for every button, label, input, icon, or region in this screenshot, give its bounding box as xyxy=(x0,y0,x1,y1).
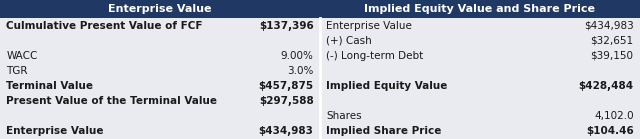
Text: 4,102.0: 4,102.0 xyxy=(594,111,634,121)
Text: Enterprise Value: Enterprise Value xyxy=(108,4,212,14)
Text: Shares: Shares xyxy=(326,111,362,121)
Text: Implied Equity Value and Share Price: Implied Equity Value and Share Price xyxy=(365,4,595,14)
Text: $32,651: $32,651 xyxy=(591,36,634,46)
FancyBboxPatch shape xyxy=(320,0,640,18)
Text: $297,588: $297,588 xyxy=(259,96,314,106)
Text: $457,875: $457,875 xyxy=(259,81,314,91)
Text: Enterprise Value: Enterprise Value xyxy=(326,21,412,31)
Text: 9.00%: 9.00% xyxy=(281,51,314,61)
Text: (+) Cash: (+) Cash xyxy=(326,36,372,46)
Text: TGR: TGR xyxy=(6,66,28,76)
Text: $434,983: $434,983 xyxy=(259,126,314,136)
Text: $39,150: $39,150 xyxy=(591,51,634,61)
Text: $104.46: $104.46 xyxy=(586,126,634,136)
Text: (-) Long-term Debt: (-) Long-term Debt xyxy=(326,51,424,61)
Text: Terminal Value: Terminal Value xyxy=(6,81,93,91)
Text: Enterprise Value: Enterprise Value xyxy=(6,126,104,136)
Text: $434,983: $434,983 xyxy=(584,21,634,31)
Text: $137,396: $137,396 xyxy=(259,21,314,31)
Text: Implied Equity Value: Implied Equity Value xyxy=(326,81,448,91)
Text: WACC: WACC xyxy=(6,51,38,61)
Text: Culmulative Present Value of FCF: Culmulative Present Value of FCF xyxy=(6,21,203,31)
Text: Implied Share Price: Implied Share Price xyxy=(326,126,442,136)
Text: Present Value of the Terminal Value: Present Value of the Terminal Value xyxy=(6,96,218,106)
Text: 3.0%: 3.0% xyxy=(287,66,314,76)
Text: $428,484: $428,484 xyxy=(579,81,634,91)
FancyBboxPatch shape xyxy=(0,0,320,18)
